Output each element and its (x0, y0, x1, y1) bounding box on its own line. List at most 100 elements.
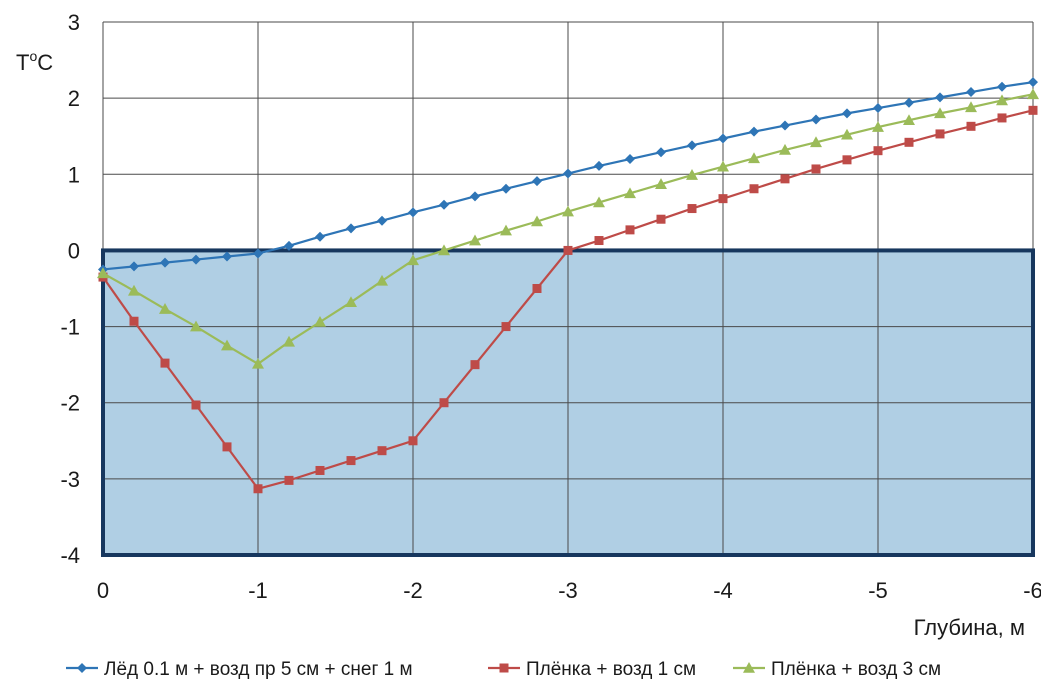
data-point (997, 113, 1007, 123)
data-point (128, 284, 140, 296)
data-point (625, 225, 635, 235)
data-point (129, 316, 139, 326)
data-point (965, 101, 977, 113)
legend-item-3: Плёнка + возд 3 см (733, 659, 941, 680)
x-tick-label: 0 (97, 578, 109, 603)
data-point (872, 121, 884, 132)
data-point (408, 207, 418, 218)
data-point (191, 400, 201, 410)
legend-label: Плёнка + возд 1 см (526, 659, 696, 680)
data-point (718, 133, 728, 144)
data-point (842, 155, 852, 165)
data-point (252, 357, 264, 369)
data-point (160, 257, 170, 268)
data-point (656, 214, 666, 224)
y-tick-label: 0 (68, 238, 80, 263)
legend-item-1: Лёд 0.1 м + возд пр 5 см + снег 1 м (66, 659, 413, 680)
data-point (997, 81, 1007, 92)
y-tick-label: -4 (60, 543, 80, 568)
series-3 (97, 88, 1039, 369)
y-tick-label: 2 (68, 86, 80, 111)
x-tick-label: -2 (403, 578, 423, 603)
data-point (501, 183, 511, 194)
data-point (1027, 88, 1039, 100)
data-point (966, 87, 976, 98)
data-point (780, 174, 790, 184)
y-axis-title: ToC (16, 48, 53, 75)
data-point (811, 114, 821, 125)
y-axis-title-unit: C (37, 50, 53, 75)
data-point (873, 146, 883, 156)
x-tick-label: -3 (558, 578, 578, 603)
x-axis-title: Глубина, м (914, 615, 1025, 640)
data-point (749, 126, 759, 137)
data-point (501, 322, 511, 332)
data-point (222, 442, 232, 452)
data-point (160, 358, 170, 368)
data-point (470, 360, 480, 370)
legend-item-2: Плёнка + возд 1 см (488, 659, 696, 680)
data-point (562, 205, 574, 217)
data-point (377, 215, 387, 226)
data-point (656, 147, 666, 158)
data-point (500, 224, 512, 236)
legend-label: Лёд 0.1 м + возд пр 5 см + снег 1 м (104, 659, 413, 680)
legend-marker (743, 662, 755, 673)
data-point (439, 398, 449, 408)
data-point (532, 284, 542, 293)
data-point (97, 267, 109, 279)
data-point (438, 244, 450, 256)
data-point (563, 168, 573, 179)
data-point (594, 236, 604, 246)
data-point (376, 274, 388, 286)
data-point (315, 231, 325, 242)
data-point (966, 121, 976, 131)
data-point (779, 143, 791, 155)
data-point (655, 178, 667, 189)
data-point (904, 137, 914, 147)
data-point (253, 248, 263, 259)
data-point (903, 114, 915, 126)
data-point (749, 184, 759, 194)
data-point (315, 465, 325, 475)
data-point (1028, 77, 1038, 88)
data-point (594, 160, 604, 171)
data-point (718, 194, 728, 204)
data-point (934, 107, 946, 119)
data-point (873, 103, 883, 114)
y-tick-label: 1 (68, 162, 80, 187)
data-point (810, 136, 822, 148)
data-point (532, 176, 542, 187)
data-point (314, 316, 326, 327)
y-axis-title-main: T (16, 50, 29, 75)
y-tick-label: 3 (68, 10, 80, 35)
series-group (97, 77, 1039, 494)
data-point (439, 199, 449, 210)
y-axis-title-sup: o (29, 48, 37, 64)
data-point (346, 456, 356, 466)
data-point (221, 339, 233, 351)
axis-ticks: 3 2 1 0 -1 -2 -3 -4 0 -1 -2 -3 -4 -5 -6 (60, 10, 1041, 603)
data-point (407, 254, 419, 266)
x-tick-label: -1 (248, 578, 268, 603)
series-2 (98, 105, 1038, 494)
data-point (593, 196, 605, 208)
y-tick-label: -3 (60, 467, 80, 492)
data-point (748, 152, 760, 164)
data-point (408, 436, 418, 446)
data-point (531, 215, 543, 227)
x-tick-label: -5 (868, 578, 888, 603)
data-point (129, 261, 139, 272)
legend: Лёд 0.1 м + возд пр 5 см + снег 1 м Плёнк… (66, 659, 941, 680)
data-point (686, 169, 698, 180)
data-point (717, 160, 729, 172)
data-point (283, 335, 295, 347)
data-point (624, 187, 636, 199)
data-point (687, 140, 697, 151)
x-tick-label: -4 (713, 578, 733, 603)
y-tick-label: -2 (60, 391, 80, 416)
y-tick-label: -1 (60, 315, 80, 340)
data-point (935, 129, 945, 139)
data-point (191, 254, 201, 265)
